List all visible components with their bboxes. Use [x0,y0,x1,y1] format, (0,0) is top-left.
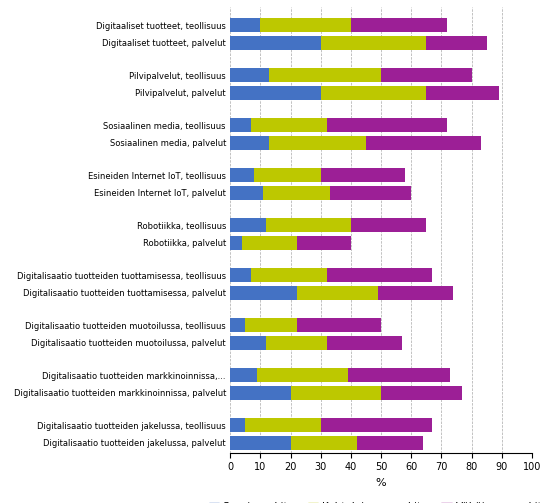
Bar [230,68,270,82]
Bar [426,86,499,100]
Bar [348,368,450,382]
Bar [381,386,463,400]
Bar [296,286,378,300]
Bar [230,386,290,400]
Legend: Suuri merkitys, Kohtalainen merkitys, Vähäinen merkitys: Suuri merkitys, Kohtalainen merkitys, Vä… [204,498,548,503]
Bar [230,236,242,250]
Bar [330,186,411,200]
Bar [230,118,252,132]
Bar [230,268,252,282]
Bar [230,336,266,350]
Bar [351,18,447,32]
Bar [321,418,432,433]
Bar [254,168,321,182]
Bar [366,136,481,150]
Bar [230,86,321,100]
Bar [230,18,260,32]
Bar [351,218,426,232]
Bar [252,268,327,282]
Bar [321,86,426,100]
Bar [378,286,453,300]
Bar [230,368,258,382]
Bar [321,168,405,182]
Bar [230,186,264,200]
Bar [230,286,296,300]
Bar [266,336,327,350]
Bar [426,36,487,50]
Bar [230,136,270,150]
Bar [290,386,381,400]
Bar [230,318,246,332]
Bar [327,336,402,350]
Bar [246,318,296,332]
Bar [266,218,351,232]
Bar [321,36,426,50]
Bar [230,436,290,450]
Bar [246,418,321,433]
Bar [230,36,321,50]
Bar [357,436,423,450]
X-axis label: %: % [376,478,386,488]
Bar [230,418,246,433]
Bar [327,118,447,132]
Bar [230,218,266,232]
Bar [381,68,471,82]
Bar [296,318,381,332]
Bar [242,236,296,250]
Bar [296,236,351,250]
Bar [327,268,432,282]
Bar [270,68,381,82]
Bar [260,18,351,32]
Bar [230,168,254,182]
Bar [258,368,348,382]
Bar [290,436,357,450]
Bar [264,186,330,200]
Bar [270,136,366,150]
Bar [252,118,327,132]
